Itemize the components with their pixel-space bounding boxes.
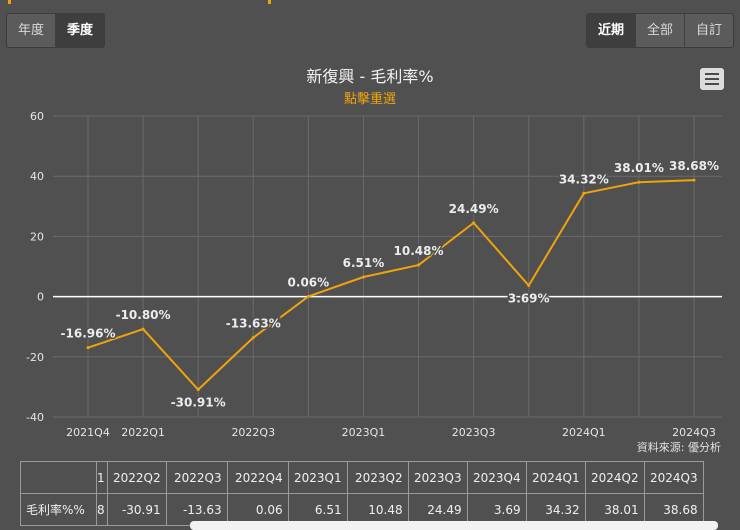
table-row: 毛利率%% 8 -30.91 -13.63 0.06 6.51 10.48 24… [20,493,704,526]
y-tick-label: -40 [26,411,44,424]
data-point [361,275,365,279]
table-cell: 38.68 [643,493,704,526]
table-header-cell: 2023Q4 [466,461,527,494]
data-table: 1 2022Q2 2022Q3 2022Q4 2023Q1 2023Q2 202… [20,461,704,526]
data-label: -10.80% [116,308,171,322]
grid-layer [53,115,722,418]
label-layer: -16.96%-10.80% -30.91% -13.63% 0.06% 6.51% 10… [59,158,720,411]
table-header-cell: 2024Q1 [525,461,586,494]
table-cell: 3.69 [466,493,527,526]
x-tick-label: 2022Q3 [231,426,275,439]
table-header-cell: 2024Q3 [643,461,704,494]
data-label: 3.69% [508,291,550,305]
data-point [251,336,255,340]
table-header-cell: 2022Q4 [226,461,289,494]
data-label: 10.48% [394,244,444,258]
data-label: 6.51% [343,256,385,270]
series-layer [86,178,696,392]
data-point [527,283,531,287]
tab-all[interactable]: 全部 [636,14,685,47]
table-header-row: 1 2022Q2 2022Q3 2022Q4 2023Q1 2023Q2 202… [20,461,704,494]
tab-recent[interactable]: 近期 [586,14,636,47]
data-point [141,327,145,331]
table-cell: 24.49 [407,493,468,526]
table-header-cell: 2024Q2 [584,461,645,494]
data-point [86,346,90,350]
axis-layer: 60 40 20 0 -20 -40 2021Q4 2022Q1 2022Q3 2023Q1 202… [26,110,716,439]
table-header-cell: 2023Q3 [407,461,468,494]
y-tick-label: -20 [26,351,44,364]
tab-quarterly[interactable]: 季度 [56,14,105,47]
data-label: 24.49% [449,202,499,216]
range-toggle: 近期 全部 自訂 [585,13,734,48]
y-tick-label: 40 [30,170,44,183]
table-header-cell: 2023Q1 [287,461,348,494]
table-header-cell: 1 [96,461,108,494]
tab-custom[interactable]: 自訂 [695,23,722,38]
y-tick-label: 60 [30,110,44,123]
table-cell: 8 [96,493,108,526]
table-header-cell: 2022Q2 [106,461,167,494]
data-label: -13.63% [226,317,281,331]
x-tick-label: 2024Q1 [562,426,606,439]
x-tick-label: 2021Q4 [66,426,110,439]
hamburger-menu-icon[interactable] [700,68,724,90]
x-tick-label: 2023Q3 [452,426,496,439]
table-cell: 38.01 [584,493,645,526]
x-tick-label: 2023Q1 [342,426,386,439]
table-header-cell [20,461,97,494]
table-cell: 0.06 [226,493,289,526]
top-accent-left [8,0,11,4]
data-label: -30.91% [171,396,226,410]
tab-annual[interactable]: 年度 [7,14,57,47]
x-tick-label: 2022Q1 [121,426,165,439]
gross-margin-line [87,179,695,391]
x-tick-label: 2024Q3 [672,426,716,439]
table-header-cell: 2023Q2 [346,461,409,494]
data-point [692,178,696,182]
gross-margin-chart: 60 40 20 0 -20 -40 2021Q4 2022Q1 2022Q3 2023Q1 202… [26,110,722,439]
data-source: 資料來源: 優分析 [636,441,721,454]
data-label: 34.32% [559,172,609,186]
table-cell: 6.51 [287,493,348,526]
data-point [472,221,476,225]
reselect-link[interactable]: 點擊重選 [343,92,396,107]
data-label: 38.01% [614,161,664,175]
data-label: -16.96% [61,327,116,341]
table-cell: 34.32 [525,493,586,526]
top-accent-right [268,0,271,4]
data-point [582,191,586,195]
data-label: 0.06% [288,275,330,289]
table-cell: 10.48 [346,493,409,526]
period-toggle: 年度 季度 [6,13,106,48]
data-point [417,263,421,267]
table-header-cell: 2022Q3 [165,461,228,494]
y-tick-label: 0 [37,291,44,304]
table-cell: -30.91 [106,493,167,526]
chart-title: 新復興 - 毛利率% [306,67,434,86]
data-label: 38.68% [669,159,719,173]
horizontal-scrollbar[interactable] [190,521,718,530]
data-point [196,388,200,392]
data-point [637,180,641,184]
y-tick-label: 20 [30,230,44,243]
data-point [306,294,310,298]
table-cell: 毛利率%% [20,493,97,526]
